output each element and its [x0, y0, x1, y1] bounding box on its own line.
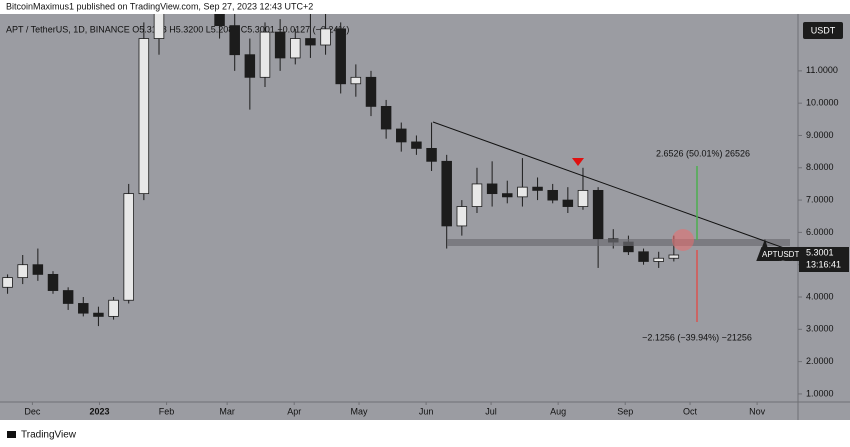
candle-body — [305, 38, 316, 46]
y-tick-label: 11.0000 — [806, 65, 838, 75]
candle-body — [441, 160, 452, 227]
y-tick-label: 6.0000 — [806, 227, 834, 237]
y-tick-label: 2.0000 — [806, 356, 834, 366]
header: BitcoinMaximus1 published on TradingView… — [6, 1, 313, 11]
candle-body — [396, 128, 407, 143]
candle-body — [350, 76, 362, 85]
currency: USDT — [811, 25, 836, 35]
last-price: 5.3001 — [806, 247, 834, 257]
x-tick-label: Sep — [617, 406, 633, 416]
candle-body — [320, 28, 331, 46]
y-tick-label: 7.0000 — [806, 194, 834, 204]
candle-body — [517, 186, 528, 198]
x-tick-label: Nov — [749, 406, 766, 416]
x-tick-label: May — [351, 406, 369, 416]
annotation: −2.1256 (−39.94%) −21256 — [642, 332, 752, 342]
y-tick-label: 1.0000 — [806, 388, 834, 398]
candle-body — [486, 183, 498, 195]
candle-body — [577, 189, 589, 207]
trendline — [432, 121, 785, 249]
candle-body — [365, 76, 377, 107]
candle-body — [259, 31, 271, 78]
candle-body — [47, 273, 59, 291]
candle-body — [274, 31, 286, 59]
logo-mark — [7, 431, 16, 438]
candle-body — [471, 183, 483, 207]
candle-body — [592, 189, 604, 240]
candle-body — [93, 312, 104, 317]
candle-body — [653, 257, 664, 262]
footer: TradingView — [21, 430, 77, 441]
annotation: 2.6526 (50.01%) 26526 — [656, 148, 750, 158]
red-triangle — [572, 158, 584, 166]
last-price-box — [799, 247, 849, 273]
candle-body — [153, 14, 165, 39]
y-tick-label: 4.0000 — [806, 291, 834, 301]
x-tick-label: Dec — [24, 406, 41, 416]
x-tick-label: Feb — [159, 406, 175, 416]
candle-body — [638, 251, 649, 262]
red-circle — [672, 229, 694, 251]
x-tick-label: Jun — [419, 406, 434, 416]
candle-body — [17, 264, 28, 279]
candle-body — [229, 25, 240, 56]
candle-body — [2, 277, 13, 288]
candle-body — [668, 254, 680, 259]
candle-body — [411, 141, 422, 149]
x-tick-label: Jul — [485, 406, 497, 416]
footer-logo: TradingView — [7, 430, 77, 441]
candle-body — [123, 193, 134, 301]
candle-body — [214, 14, 225, 27]
y-tick-label: 9.0000 — [806, 130, 834, 140]
candle-body — [32, 264, 44, 275]
candle-body — [547, 189, 558, 201]
candle-body — [138, 38, 150, 195]
support-band — [447, 239, 790, 246]
candle-body — [290, 38, 301, 59]
plot — [2, 14, 680, 327]
x-tick-label: 2023 — [89, 406, 109, 416]
x-tick-label: Mar — [219, 406, 235, 416]
symbol-tag: APTUSDT — [762, 250, 799, 259]
y-tick-label: 8.0000 — [806, 162, 834, 172]
drawings: 2.6526 (50.01%) 26526 −2.1256 (−39.94%) … — [432, 121, 790, 342]
y-tick-label: 3.0000 — [806, 324, 834, 334]
countdown: 13:16:41 — [806, 259, 841, 269]
x-tick-label: Aug — [550, 406, 566, 416]
candle-body — [456, 206, 468, 227]
candle-body — [532, 186, 543, 191]
candle-body — [562, 199, 574, 207]
y-tick-label: 10.0000 — [806, 98, 839, 108]
currency-box — [803, 22, 843, 39]
candle-body — [62, 290, 74, 304]
x-tick-label: Apr — [287, 406, 301, 416]
candle-body — [335, 28, 346, 85]
candle-body — [426, 147, 437, 162]
candle-body — [502, 193, 513, 198]
candle-body — [108, 299, 119, 317]
candle-body — [380, 105, 392, 130]
candle-body — [78, 303, 89, 314]
x-tick-label: Oct — [683, 406, 698, 416]
candle-body — [244, 54, 256, 78]
chart-title: APT / TetherUS, 1D, BINANCE O5.3148 H5.3… — [6, 24, 349, 34]
